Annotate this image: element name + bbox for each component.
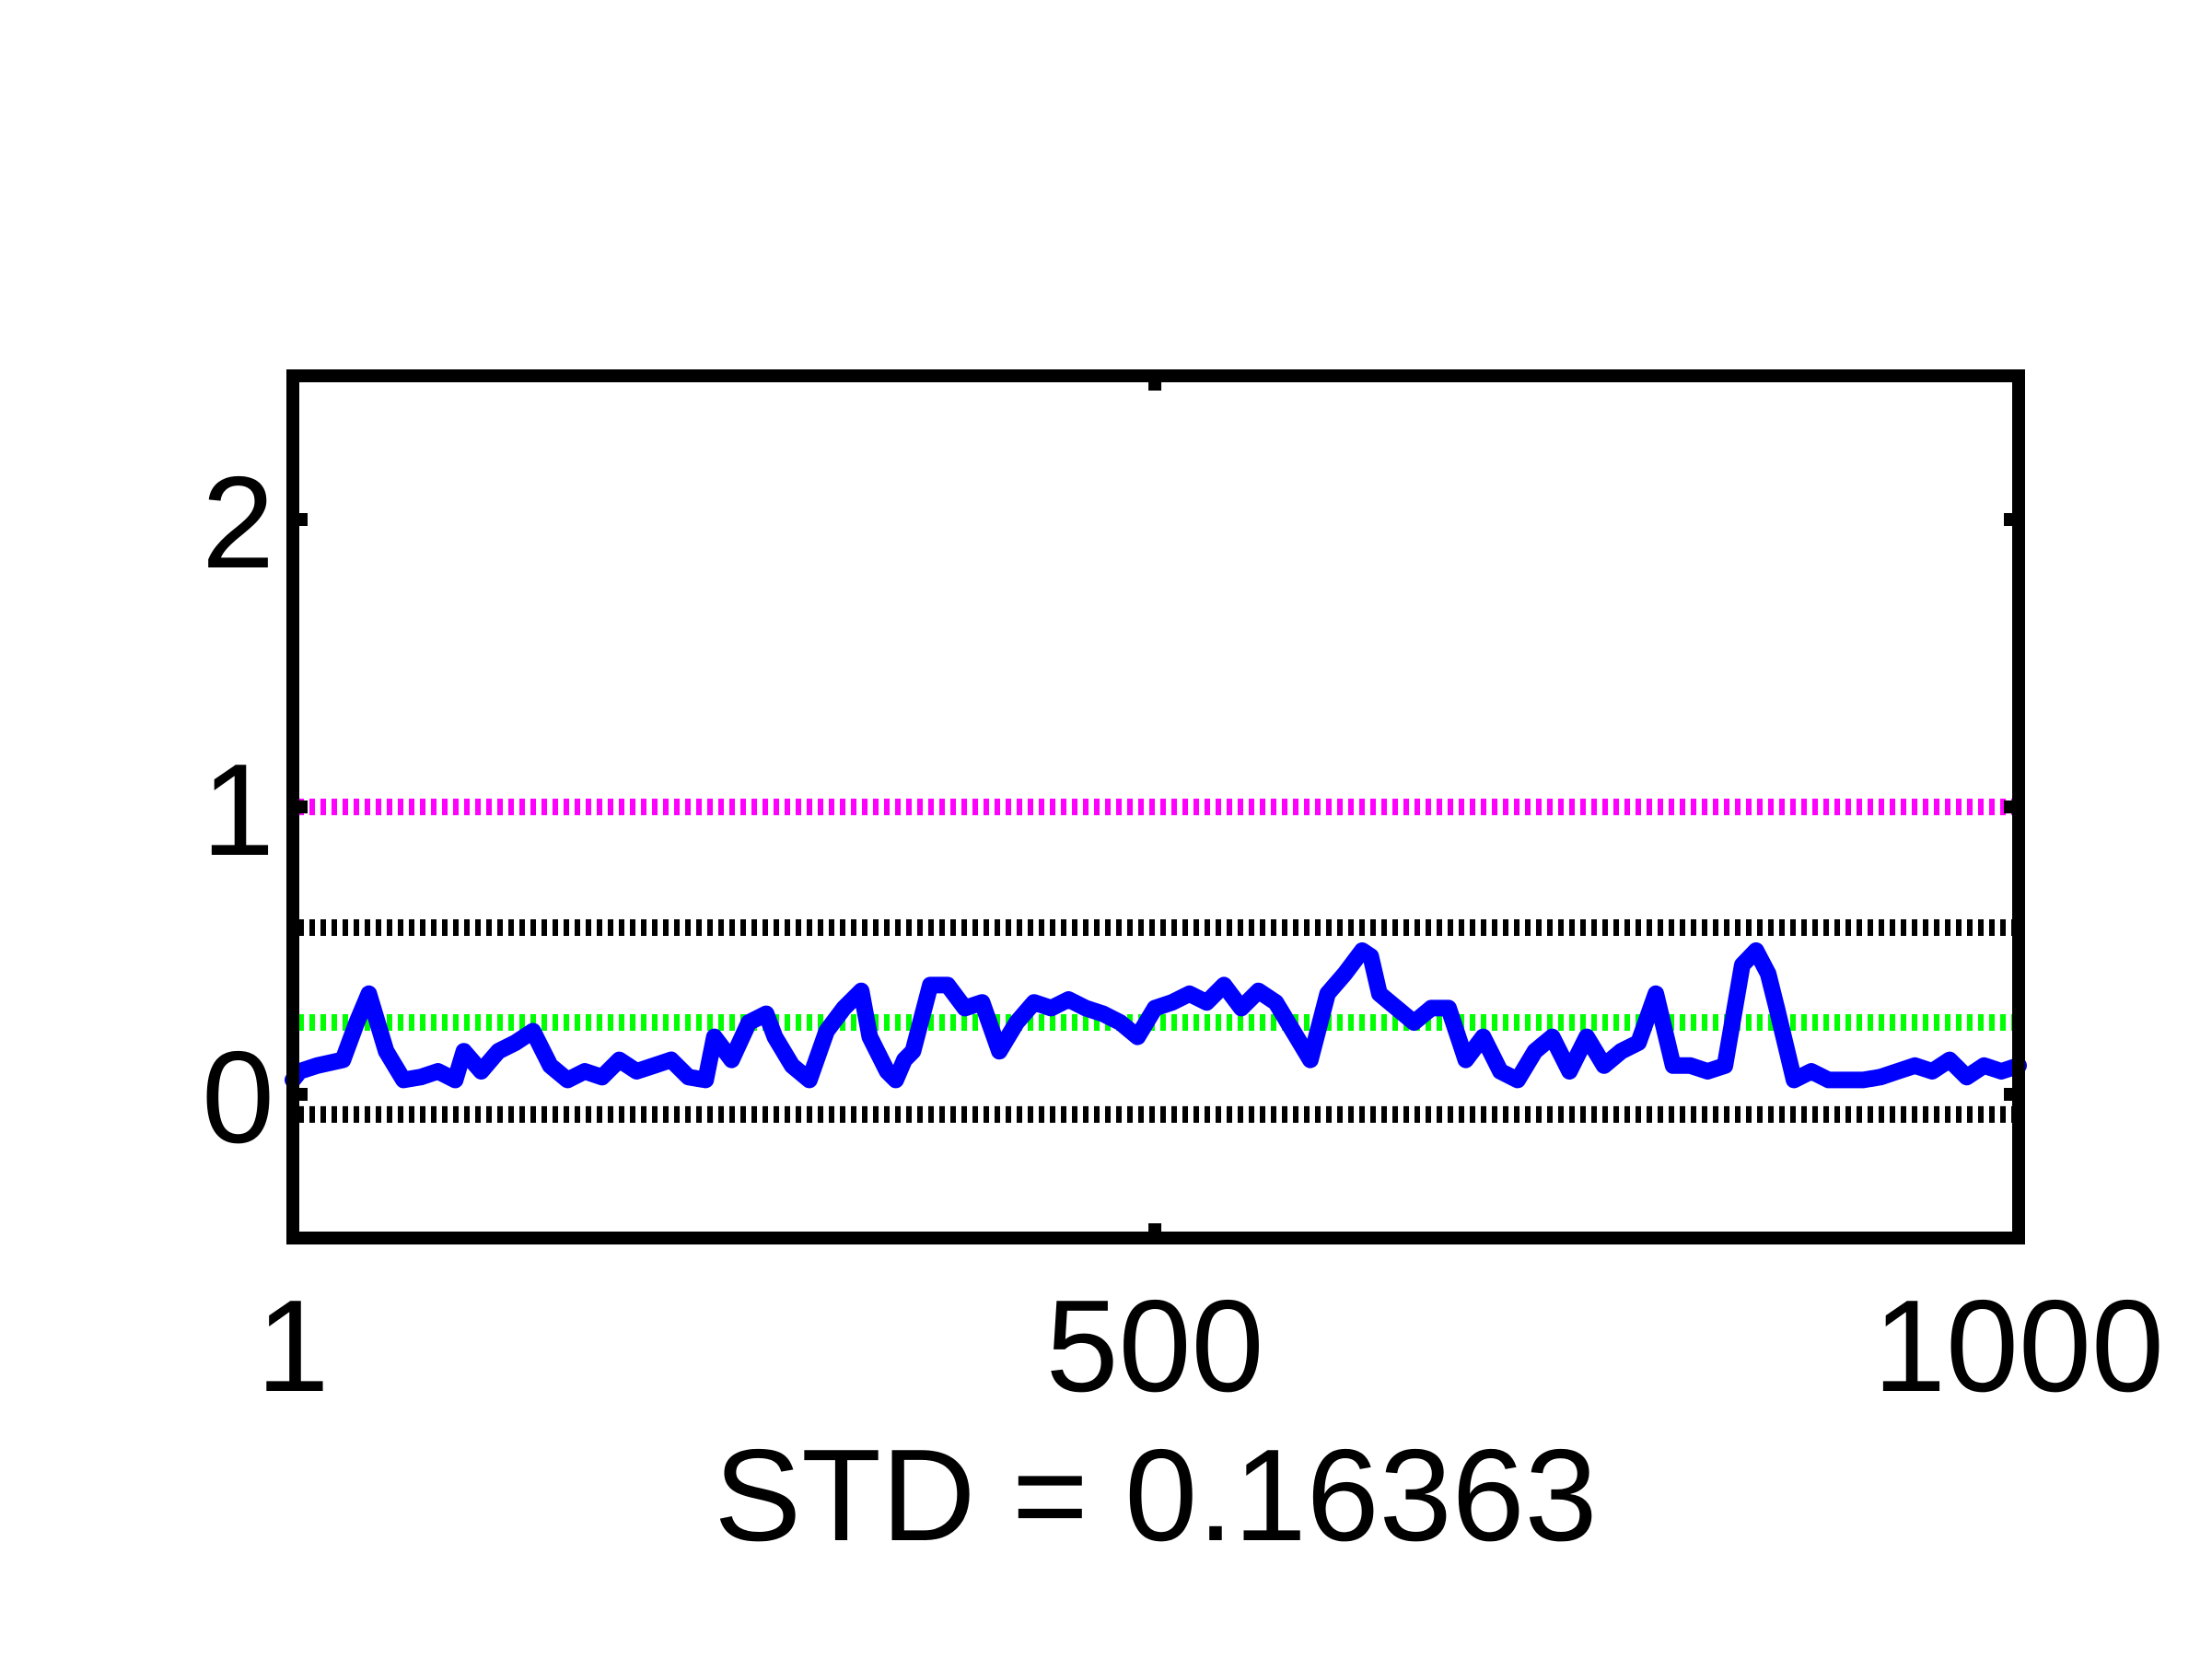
axis-ticks [286, 376, 2025, 1238]
series-line-0 [285, 942, 2027, 1089]
tick-labels: 1 500 1000 0 1 2 [202, 450, 2164, 1419]
y-tick-label-1: 1 [202, 737, 274, 883]
x-tick-label-2: 1000 [1873, 1273, 2164, 1419]
y-tick-label-0: 0 [202, 1024, 274, 1171]
y-tick-label-2: 2 [202, 450, 274, 596]
x-axis-label: STD = 0.16363 [714, 1422, 1597, 1569]
x-tick-label-0: 1 [257, 1273, 330, 1419]
x-tick-label-1: 500 [1046, 1273, 1264, 1419]
series-layer [285, 942, 2027, 1089]
